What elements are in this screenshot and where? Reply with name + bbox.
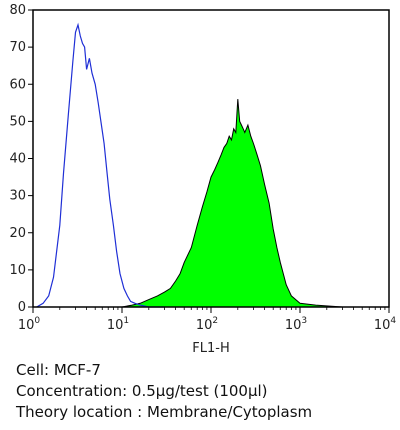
flow-cytometry-histogram: 0 10 20 30 40 50 60 70 80 100 101 102 103 104 FL1-H <box>9 3 396 355</box>
y-tick-label: 30 <box>9 189 26 204</box>
x-axis-label: FL1-H <box>192 341 229 355</box>
info-panel: Cell: MCF-7 Concentration: 0.5µg/test (1… <box>16 360 396 423</box>
cell-line-text: Cell: MCF-7 <box>16 361 101 379</box>
y-tick-label: 40 <box>9 152 26 167</box>
x-tick-label: 101 <box>107 316 129 333</box>
plot-area <box>36 22 389 308</box>
y-tick-label: 70 <box>9 40 26 55</box>
x-tick-label: 102 <box>196 316 218 333</box>
y-tick-label: 80 <box>9 3 26 18</box>
concentration-text: Concentration: 0.5µg/test (100µl) <box>16 382 268 400</box>
axes: 0 10 20 30 40 50 60 70 80 100 101 102 103 104 <box>9 3 396 333</box>
y-tick-label: 20 <box>9 226 26 241</box>
filled-histogram-series <box>121 99 389 308</box>
y-tick-label: 0 <box>18 300 26 315</box>
y-tick-label: 10 <box>9 263 26 278</box>
theory-location-text: Theory location : Membrane/Cytoplasm <box>16 403 313 421</box>
control-histogram-series <box>36 22 165 308</box>
x-tick-label: 103 <box>285 316 307 333</box>
x-tick-label: 100 <box>18 316 41 333</box>
y-tick-label: 50 <box>9 114 26 129</box>
y-tick-label: 60 <box>9 77 26 92</box>
x-tick-label: 104 <box>374 316 397 333</box>
